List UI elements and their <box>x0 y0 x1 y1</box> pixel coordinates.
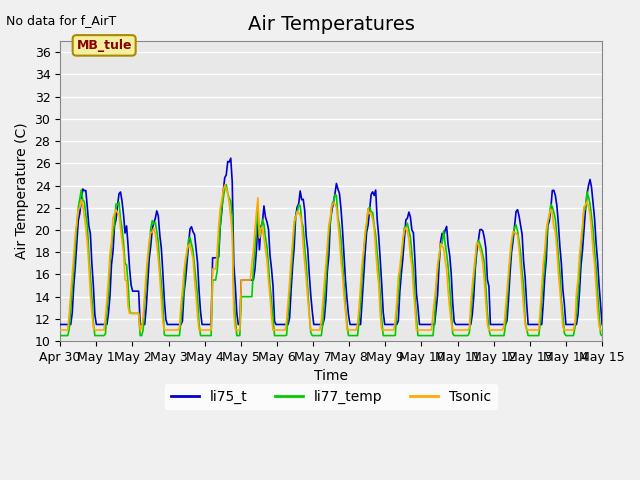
li75_t <box>570 322 577 327</box>
li77_temp <box>237 294 245 300</box>
li77_temp <box>295 203 303 208</box>
Tsonic <box>221 182 228 188</box>
Tsonic <box>570 327 577 333</box>
li75_t <box>218 209 225 215</box>
Y-axis label: Air Temperature (C): Air Temperature (C) <box>15 123 29 260</box>
li75_t <box>227 156 235 161</box>
li77_temp <box>123 262 131 268</box>
li77_temp <box>218 205 225 211</box>
Line: li75_t: li75_t <box>60 158 602 324</box>
li77_temp <box>222 182 230 188</box>
Legend: li75_t, li77_temp, Tsonic: li75_t, li77_temp, Tsonic <box>165 384 497 409</box>
Text: No data for f_AirT: No data for f_AirT <box>6 14 116 27</box>
li75_t <box>295 201 303 207</box>
Line: li77_temp: li77_temp <box>60 185 602 336</box>
Tsonic <box>218 198 225 204</box>
X-axis label: Time: Time <box>314 370 348 384</box>
li77_temp <box>570 333 577 338</box>
li75_t <box>237 277 245 283</box>
Tsonic <box>237 277 245 283</box>
li77_temp <box>56 333 64 338</box>
Text: MB_tule: MB_tule <box>76 39 132 52</box>
li75_t <box>123 223 131 229</box>
Tsonic <box>246 277 254 283</box>
Tsonic <box>56 327 64 333</box>
li77_temp <box>598 333 606 338</box>
li75_t <box>598 322 606 327</box>
Tsonic <box>598 327 606 333</box>
li77_temp <box>246 294 254 300</box>
li75_t <box>56 322 64 327</box>
Tsonic <box>295 210 303 216</box>
li75_t <box>246 277 254 283</box>
Tsonic <box>123 278 131 284</box>
Line: Tsonic: Tsonic <box>60 185 602 330</box>
Title: Air Temperatures: Air Temperatures <box>248 15 415 34</box>
